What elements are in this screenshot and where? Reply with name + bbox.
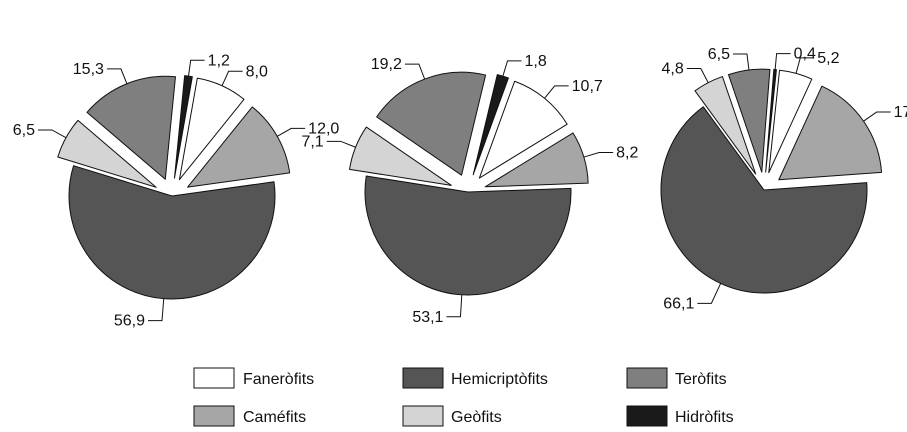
pie-slice-hemicriptòfits xyxy=(660,106,868,294)
pie-slice-teròfits xyxy=(728,68,771,173)
data-label-caméfits: 17,0 xyxy=(894,104,907,121)
leader-line-caméfits xyxy=(277,127,306,137)
legend-item-faneròfits: Faneròfits xyxy=(193,367,314,389)
legend-item-teròfits: Teròfits xyxy=(626,367,727,389)
pie-slice-faneròfits xyxy=(478,80,568,179)
pie-slice-hemicriptòfits xyxy=(68,165,276,300)
leader-line-geòfits xyxy=(686,67,709,83)
legend-label-hidròfits: Hidròfits xyxy=(675,409,734,426)
legend-label-caméfits: Caméfits xyxy=(243,409,306,426)
legend-swatch-teròfits xyxy=(626,367,668,389)
legend-label-faneròfits: Faneròfits xyxy=(243,371,314,388)
leader-line-geòfits xyxy=(326,140,356,148)
leader-line-hidròfits xyxy=(502,60,522,77)
pie-slice-faneròfits xyxy=(178,77,245,181)
data-label-hidròfits: 0,4 xyxy=(794,46,816,63)
leader-line-teròfits xyxy=(106,68,128,84)
pie-chart-1: 8,0 12,0 56,9 6,5 15,3 1,2 xyxy=(13,52,340,329)
legend-swatch-geòfits xyxy=(402,405,444,427)
data-label-hemicriptòfits: 56,9 xyxy=(114,313,145,330)
legend-label-geòfits: Geòfits xyxy=(451,409,502,426)
leader-line-hemicriptòfits xyxy=(446,294,463,318)
leader-line-teròfits xyxy=(732,53,750,71)
leader-line-faneròfits xyxy=(221,70,243,87)
pie-slice-hemicriptòfits xyxy=(364,175,572,296)
leader-line-hidròfits xyxy=(774,53,791,70)
legend-item-hemicriptòfits: Hemicriptòfits xyxy=(402,367,548,389)
data-label-geòfits: 4,8 xyxy=(662,60,684,77)
legend: Faneròfits Hemicriptòfits Teròfits Caméf… xyxy=(193,367,734,427)
legend-item-hidròfits: Hidròfits xyxy=(626,405,734,427)
pie-slice-geòfits xyxy=(349,126,452,186)
leader-line-geòfits xyxy=(37,129,67,139)
legend-swatch-faneròfits xyxy=(193,367,235,389)
data-label-caméfits: 8,2 xyxy=(616,144,638,161)
leader-line-faneròfits xyxy=(795,57,815,74)
data-label-geòfits: 7,1 xyxy=(301,133,323,150)
pie-slice-geòfits xyxy=(694,76,757,175)
data-label-hidròfits: 1,2 xyxy=(208,52,230,69)
legend-swatch-hidròfits xyxy=(626,405,668,427)
data-label-hemicriptòfits: 66,1 xyxy=(663,295,694,312)
data-label-hidròfits: 1,8 xyxy=(525,53,547,70)
pie-chart-3: 5,2 17,0 66,1 4,8 6,5 0,4 xyxy=(660,46,907,312)
pie-slice-teròfits xyxy=(376,71,487,176)
pie-slice-hidròfits xyxy=(173,75,193,179)
leader-line-caméfits xyxy=(863,111,891,122)
legend-label-hemicriptòfits: Hemicriptòfits xyxy=(451,371,548,388)
leader-line-hemicriptòfits xyxy=(147,298,165,322)
leader-line-hemicriptòfits xyxy=(697,283,722,304)
pie-chart-2: 10,7 8,2 53,1 7,1 19,2 1,8 xyxy=(301,53,638,326)
legend-item-caméfits: Caméfits xyxy=(193,405,306,427)
leader-line-teròfits xyxy=(404,63,426,80)
leader-line-hidròfits xyxy=(188,59,205,77)
pie-slice-caméfits xyxy=(778,85,883,181)
data-label-faneròfits: 5,2 xyxy=(817,50,839,67)
pie-slice-geòfits xyxy=(57,119,157,188)
legend-label-teròfits: Teròfits xyxy=(675,371,727,388)
pie-slice-caméfits xyxy=(187,106,291,188)
legend-swatch-hemicriptòfits xyxy=(402,367,444,389)
data-label-faneròfits: 10,7 xyxy=(572,78,603,95)
data-label-faneròfits: 8,0 xyxy=(246,63,268,80)
leader-line-faneròfits xyxy=(544,85,569,99)
legend-swatch-caméfits xyxy=(193,405,235,427)
pie-charts: 8,012,056,96,515,31,210,78,253,17,119,2 1… xyxy=(13,46,907,330)
data-label-geòfits: 6,5 xyxy=(13,122,35,139)
data-label-caméfits: 12,0 xyxy=(308,120,339,137)
pie-slice-caméfits xyxy=(484,132,589,188)
legend-item-geòfits: Geòfits xyxy=(402,405,502,427)
data-label-teròfits: 6,5 xyxy=(708,46,730,63)
leader-line-caméfits xyxy=(583,151,614,158)
data-label-teròfits: 15,3 xyxy=(73,61,104,78)
data-label-hemicriptòfits: 53,1 xyxy=(412,309,443,326)
data-label-teròfits: 19,2 xyxy=(371,56,402,73)
